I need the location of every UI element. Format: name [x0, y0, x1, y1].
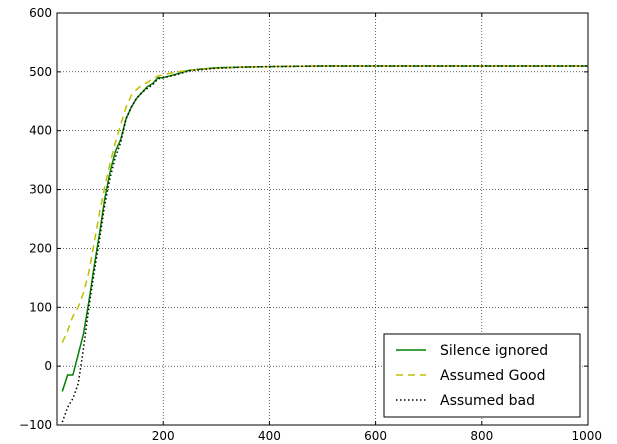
- y-tick-label: 0: [44, 359, 52, 373]
- x-tick-label: 600: [364, 429, 387, 443]
- legend-label-2: Assumed Good: [440, 368, 546, 384]
- plot-frame: [56, 12, 589, 426]
- axis-ticks: 200 400 600 800 1000 −100 0 100 200 300 400 500 600: [19, 6, 602, 443]
- legend: Silence ignored Assumed Good Assumed bad: [383, 333, 581, 418]
- y-tick-label: 600: [29, 6, 52, 20]
- y-tick-label: −100: [19, 418, 52, 432]
- legend-label-1: Silence ignored: [440, 343, 548, 359]
- y-tick-label: 100: [29, 300, 52, 314]
- legend-box: [383, 333, 581, 418]
- x-tick-label: 800: [470, 429, 493, 443]
- x-tick-label: 1000: [571, 429, 602, 443]
- series-lines: [61, 65, 588, 423]
- y-tick-label: 500: [29, 65, 52, 79]
- series-line-3: [61, 65, 588, 423]
- x-tick-label: 400: [258, 429, 281, 443]
- legend-label-3: Assumed bad: [440, 393, 535, 409]
- x-tick-label: 200: [152, 429, 175, 443]
- y-tick-label: 300: [29, 183, 52, 197]
- y-tick-label: 200: [29, 241, 52, 255]
- y-tick-label: 400: [29, 124, 52, 138]
